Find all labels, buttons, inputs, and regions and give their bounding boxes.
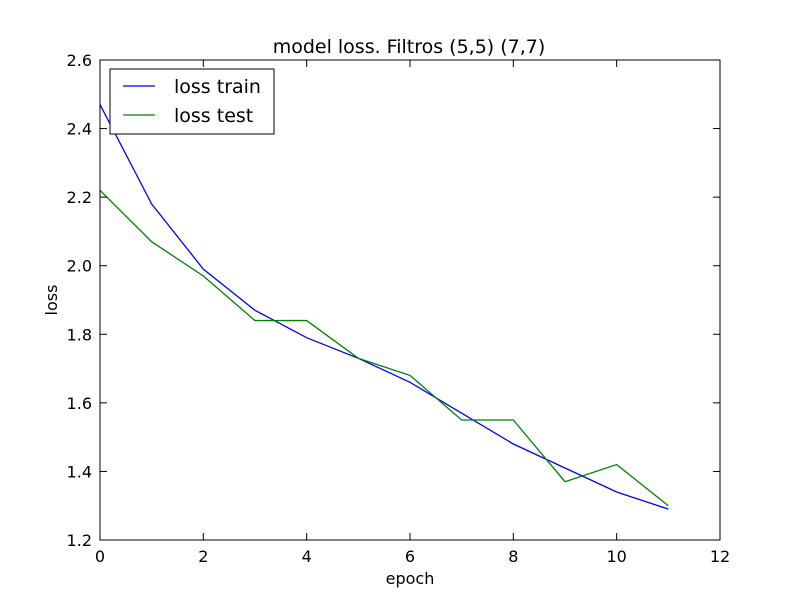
y-tick-label: 1.8 [67,325,92,344]
x-tick-label: 4 [302,547,312,566]
x-tick-label: 6 [405,547,415,566]
plot-lines [99,104,669,510]
series-line-loss-train [99,104,669,510]
x-axis-label: epoch [386,569,435,588]
series-line-loss-test [99,189,669,507]
legend: loss train loss test [109,68,275,135]
y-tick-label: 2.4 [67,120,92,139]
x-tick-label: 8 [508,547,518,566]
y-tick-label: 1.4 [67,462,92,481]
x-tick-label: 0 [95,547,105,566]
x-axis-ticks: 0 2 4 6 8 10 12 [95,60,730,566]
x-tick-label: 10 [606,547,626,566]
legend-box [109,68,275,135]
x-tick-label: 2 [198,547,208,566]
y-tick-label: 2.2 [67,188,92,207]
legend-label-loss-test: loss test [174,105,253,127]
legend-label-loss-train: loss train [174,76,261,98]
y-tick-label: 1.2 [67,531,92,550]
y-axis-label: loss [42,285,61,316]
y-tick-label: 2.0 [67,257,92,276]
y-tick-label: 2.6 [67,51,92,70]
y-axis-ticks: 1.2 1.4 1.6 1.8 2.0 2.2 2.4 2.6 [67,51,720,550]
chart-title: model loss. Filtros (5,5) (7,7) [273,36,546,58]
y-tick-label: 1.6 [67,394,92,413]
x-tick-label: 12 [710,547,730,566]
